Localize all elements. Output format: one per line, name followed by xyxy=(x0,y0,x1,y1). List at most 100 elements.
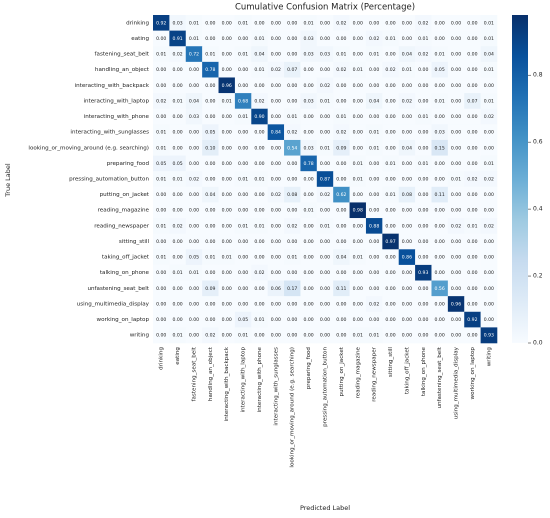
x-axis-label: Predicted Label xyxy=(300,504,350,512)
heatmap-cell xyxy=(251,202,268,219)
cell-label: 0.00 xyxy=(418,192,428,198)
y-tick-label: unfastening_seat_belt xyxy=(87,286,149,292)
heatmap-cell xyxy=(415,15,432,31)
cell-label: 0.00 xyxy=(435,20,445,26)
y-tick-label: pressing_automation_button xyxy=(69,177,149,183)
heatmap-cell xyxy=(431,296,449,313)
cell-label: 0.11 xyxy=(435,192,445,198)
heatmap-cell xyxy=(464,218,481,234)
cell-label: 0.09 xyxy=(336,145,346,151)
cell-label: 0.00 xyxy=(451,208,461,214)
heatmap-cell xyxy=(251,15,268,31)
cell-label: 0.00 xyxy=(189,130,199,136)
cell-label: 0.00 xyxy=(451,67,461,73)
cell-label: 0.00 xyxy=(402,270,412,276)
cell-label: 0.00 xyxy=(353,83,363,89)
heatmap-cell xyxy=(349,77,367,94)
cell-label: 0.00 xyxy=(467,36,477,42)
heatmap-cell xyxy=(202,155,219,172)
heatmap-cell xyxy=(349,93,367,110)
heatmap-cell xyxy=(267,77,285,94)
cell-label: 0.08 xyxy=(402,192,412,198)
cell-label: 0.00 xyxy=(353,223,363,229)
cell-label: 0.01 xyxy=(320,223,330,229)
heatmap-cell xyxy=(447,233,465,250)
heatmap-cell xyxy=(398,233,416,250)
cell-label: 0.17 xyxy=(287,286,297,292)
cell-label: 0.86 xyxy=(402,255,412,261)
cell-label: 0.01 xyxy=(205,52,215,58)
cell-label: 0.00 xyxy=(222,223,232,229)
heatmap-cell xyxy=(185,296,203,313)
cell-label: 0.00 xyxy=(271,255,281,261)
heatmap-cell xyxy=(300,202,318,219)
heatmap-cell xyxy=(464,93,481,110)
y-tick-label: eating xyxy=(131,36,149,42)
cell-label: 0.05 xyxy=(238,317,248,323)
cell-label: 0.00 xyxy=(369,161,379,167)
heatmap-cell xyxy=(218,280,236,297)
heatmap-cell xyxy=(202,264,219,281)
cell-label: 0.04 xyxy=(254,52,264,58)
heatmap-cell xyxy=(218,311,236,328)
x-tick-label: unfastening_seat_belt xyxy=(437,346,443,408)
cell-label: 0.00 xyxy=(402,20,412,26)
cell-label: 0.00 xyxy=(320,67,330,73)
heatmap-cell xyxy=(464,155,481,172)
cell-label: 0.00 xyxy=(287,52,297,58)
cell-label: 0.00 xyxy=(222,301,232,307)
cell-label: 0.01 xyxy=(172,270,182,276)
heatmap-cell xyxy=(431,108,449,125)
heatmap-cell xyxy=(464,311,481,328)
heatmap-cell xyxy=(251,108,268,125)
heatmap-cell xyxy=(153,15,170,31)
cell-label: 0.00 xyxy=(467,83,477,89)
heatmap-cell xyxy=(169,155,187,172)
heatmap-cell xyxy=(398,155,416,172)
cell-label: 0.00 xyxy=(238,130,248,136)
cell-label: 0.00 xyxy=(189,317,199,323)
cell-label: 0.00 xyxy=(287,83,297,89)
heatmap-cell xyxy=(218,296,236,313)
heatmap-cell xyxy=(284,155,301,172)
heatmap-cell xyxy=(185,249,203,266)
heatmap-cell xyxy=(464,264,481,281)
cell-label: 0.01 xyxy=(336,114,346,120)
x-tick-label: putting_on_jacket xyxy=(339,346,345,396)
cell-label: 0.00 xyxy=(369,192,379,198)
heatmap-cell xyxy=(202,280,219,297)
chart-title: Cumulative Confusion Matrix (Percentage) xyxy=(235,3,415,13)
cell-label: 0.96 xyxy=(222,83,232,89)
cell-label: 0.01 xyxy=(385,192,395,198)
colorbar-tick-label: 0.6 xyxy=(533,139,543,146)
heatmap-cell xyxy=(365,233,383,250)
cell-label: 0.02 xyxy=(451,223,461,229)
heatmap-cell xyxy=(464,124,481,141)
cell-label: 0.00 xyxy=(418,145,428,151)
heatmap-cell xyxy=(169,124,187,141)
cell-label: 0.00 xyxy=(451,286,461,292)
cell-label: 0.00 xyxy=(435,208,445,214)
heatmap-cell xyxy=(316,218,334,234)
cell-label: 0.00 xyxy=(271,98,281,104)
heatmap-cell xyxy=(267,108,285,125)
heatmap-cell xyxy=(480,124,498,141)
cell-label: 0.02 xyxy=(467,177,477,183)
cell-label: 0.00 xyxy=(385,177,395,183)
cell-label: 0.00 xyxy=(205,223,215,229)
cell-label: 0.01 xyxy=(254,36,264,42)
y-tick-label: talking_on_phone xyxy=(100,270,150,276)
heatmap-cell xyxy=(169,280,187,297)
cell-label: 0.00 xyxy=(189,67,199,73)
heatmap-cell xyxy=(415,218,432,234)
x-tick-label: preparing_food xyxy=(306,347,312,390)
heatmap-cell xyxy=(153,171,170,188)
cell-label: 0.00 xyxy=(385,223,395,229)
heatmap-cell xyxy=(415,77,432,94)
heatmap-cell xyxy=(202,46,219,63)
cell-label: 0.00 xyxy=(320,255,330,261)
cell-label: 0.01 xyxy=(484,67,494,73)
heatmap-cell xyxy=(185,139,203,156)
cell-label: 0.01 xyxy=(418,114,428,120)
cell-label: 0.01 xyxy=(402,67,412,73)
